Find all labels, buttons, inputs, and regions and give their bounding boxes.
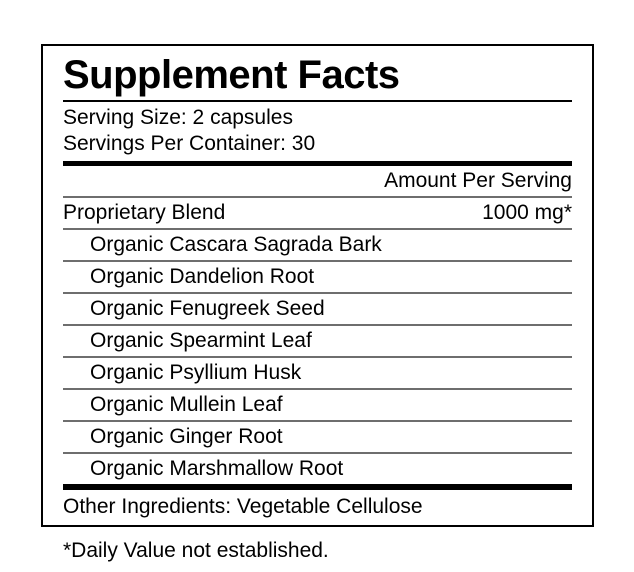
divider-under-amount-header: [63, 196, 572, 198]
divider-ingredient: [63, 324, 572, 326]
proprietary-blend-amount: 1000 mg*: [482, 201, 572, 224]
divider-thick-bottom: [63, 484, 572, 490]
page-title: Supplement Facts: [63, 53, 400, 97]
divider-ingredient: [63, 452, 572, 454]
list-item: Organic Ginger Root: [90, 425, 283, 448]
divider-ingredient: [63, 420, 572, 422]
serving-size-line: Serving Size: 2 capsules: [63, 106, 293, 129]
list-item: Organic Cascara Sagrada Bark: [90, 233, 382, 256]
divider-ingredient: [63, 356, 572, 358]
list-item: Organic Psyllium Husk: [90, 361, 302, 384]
supplement-facts-panel: Supplement Facts Serving Size: 2 capsule…: [41, 44, 594, 527]
divider-ingredient: [63, 260, 572, 262]
list-item: Organic Mullein Leaf: [90, 393, 283, 416]
supplement-facts-label: Supplement Facts Serving Size: 2 capsule…: [41, 44, 594, 564]
divider-thick-top: [63, 161, 572, 166]
divider-ingredient: [63, 292, 572, 294]
list-item: Organic Spearmint Leaf: [90, 329, 312, 352]
amount-per-serving-header: Amount Per Serving: [384, 169, 572, 192]
list-item: Organic Dandelion Root: [90, 265, 315, 288]
proprietary-blend-row: Proprietary Blend 1000 mg*: [63, 198, 572, 228]
divider-ingredient: [63, 228, 572, 230]
divider-under-title: [63, 100, 572, 102]
proprietary-blend-name: Proprietary Blend: [63, 201, 226, 224]
serving-info-block: Serving Size: 2 capsules Servings Per Co…: [63, 102, 572, 161]
list-item: Organic Fenugreek Seed: [90, 297, 325, 320]
other-ingredients-line: Other Ingredients: Vegetable Cellulose: [63, 495, 423, 518]
list-item: Organic Marshmallow Root: [90, 457, 344, 480]
servings-per-container-line: Servings Per Container: 30: [63, 132, 316, 155]
divider-ingredient: [63, 388, 572, 390]
daily-value-footnote: *Daily Value not established.: [63, 539, 329, 562]
